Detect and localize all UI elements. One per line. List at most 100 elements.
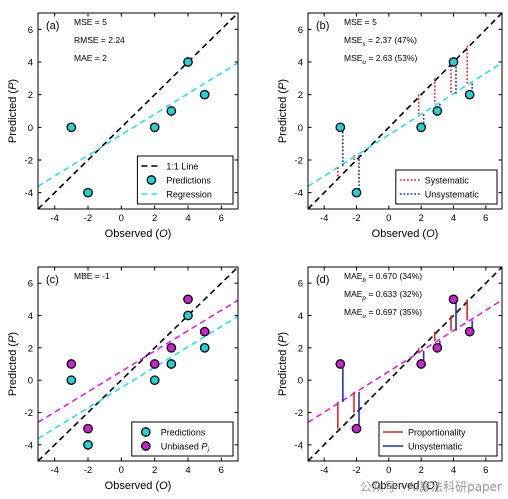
x-tick-label: 6	[483, 465, 488, 476]
x-tick-label: 0	[386, 465, 391, 476]
y-tick-label: 4	[28, 58, 33, 69]
chart-panel-4: -4 -2 0 2 4 6 -4 -2 0 2 4 6 Observed (O) Predicted (P…	[277, 266, 503, 492]
data-point	[83, 423, 93, 434]
x-tick-label: 6	[483, 213, 488, 224]
chart-panel-2: -4 -2 0 2 4 6 -4 -2 0 2 4 6 Observed (O) Predicted (P…	[277, 12, 503, 240]
legend-box	[131, 421, 234, 457]
x-tick-label: 2	[419, 465, 424, 476]
x-tick-label: 2	[419, 213, 424, 224]
y-tick-label: 6	[298, 25, 303, 36]
x-tick-label: 2	[152, 213, 157, 224]
data-point	[166, 342, 177, 353]
legend-marker	[140, 441, 151, 451]
data-point	[66, 122, 77, 133]
y-tick-label: 4	[298, 58, 303, 69]
x-tick-label: -2	[352, 213, 360, 224]
y-tick-label: -2	[295, 156, 303, 167]
stats-text: MSEu = 2.63 (53%)	[344, 53, 417, 66]
data-point	[183, 310, 193, 321]
data-point	[66, 359, 77, 369]
y-axis-label: Predicted (P)	[7, 332, 19, 396]
x-tick-label: -4	[320, 213, 328, 224]
x-tick-label: -4	[50, 465, 58, 476]
y-tick-label: -2	[295, 408, 303, 419]
stats-text: MAEb = 0.670 (34%)	[344, 271, 422, 284]
data-point	[166, 106, 177, 116]
y-tick-label: 0	[28, 123, 33, 134]
data-point	[199, 89, 210, 100]
x-tick-label: 4	[185, 213, 190, 224]
chart-panel-3: -4 -2 0 2 4 6 -4 -2 0 2 4 6 Observed (O) Predicted (P…	[7, 266, 239, 492]
x-tick-label: 0	[386, 213, 391, 224]
legend-label: Systematic	[425, 176, 470, 186]
x-tick-label: 0	[119, 465, 124, 476]
y-tick-label: -2	[25, 408, 33, 419]
x-axis-label: Observed (O)	[372, 480, 439, 492]
legend-label: 1:1 Line	[166, 162, 198, 172]
series-line-1	[38, 13, 238, 209]
data-point	[199, 326, 210, 337]
data-point	[66, 375, 77, 386]
axes-frame	[37, 266, 239, 462]
y-tick-label: 6	[28, 279, 33, 290]
data-point	[83, 187, 93, 198]
x-axis-label: Observed (O)	[372, 228, 439, 240]
y-tick-label: 0	[28, 376, 33, 387]
y-tick-label: 2	[298, 343, 303, 354]
y-tick-label: -4	[25, 440, 33, 451]
data-point	[432, 342, 443, 353]
legend-box	[378, 421, 498, 457]
x-tick-label: -2	[84, 465, 92, 476]
y-axis-label: Predicted (P)	[277, 79, 289, 143]
x-tick-label: -2	[84, 213, 92, 224]
series-line-1	[308, 13, 502, 209]
panel-label: (a)	[46, 20, 59, 32]
stats-text: MSE = 5	[74, 17, 107, 27]
legend-box	[395, 169, 498, 205]
legend-label: Unbiased Pi	[161, 442, 210, 455]
legend-label: Predictions	[161, 428, 206, 438]
data-point	[149, 375, 160, 386]
x-tick-label: -4	[320, 465, 328, 476]
legend-marker	[140, 427, 151, 437]
stats-text: MBE = -1	[74, 271, 110, 281]
data-point	[416, 122, 427, 133]
data-point	[335, 122, 346, 133]
stats-text: RMSE = 2.24	[74, 35, 125, 45]
x-tick-label: 4	[451, 213, 456, 224]
series-line-1	[308, 267, 502, 461]
data-point	[464, 89, 475, 100]
series-line-2	[308, 62, 502, 187]
plot-area	[308, 13, 502, 209]
data-point	[149, 359, 160, 369]
y-tick-label: 2	[28, 90, 33, 101]
series-line-1	[38, 267, 238, 461]
y-tick-label: 4	[28, 311, 33, 322]
y-tick-label: 0	[298, 376, 303, 387]
series-line-2	[38, 62, 238, 187]
chart-panel-1: -4 -2 0 2 4 6 -4 -2 0 2 4 6 Observed (O) Predicted (P…	[7, 12, 239, 240]
legend-label: Regression	[166, 190, 212, 200]
stats-text: MSE = 5	[344, 17, 377, 27]
axes-frame	[307, 266, 503, 462]
stats-text: MSEs = 2.37 (47%)	[344, 35, 417, 48]
panel-label: (d)	[316, 274, 329, 286]
stats-text: MAE = 2	[74, 53, 107, 63]
x-tick-label: 6	[219, 465, 224, 476]
data-point	[183, 57, 193, 67]
data-point	[335, 359, 346, 369]
x-tick-label: -4	[50, 213, 58, 224]
x-tick-label: 0	[119, 213, 124, 224]
data-point	[83, 439, 93, 450]
legend-label: Proportionality	[408, 428, 466, 438]
y-tick-label: 6	[298, 279, 303, 290]
x-axis-label: Observed (O)	[105, 228, 172, 240]
legend-marker	[146, 175, 157, 185]
legend-label: Unsystematic	[408, 442, 463, 452]
data-point	[199, 342, 210, 353]
data-point	[448, 57, 459, 67]
legend-label: Unsystematic	[425, 190, 480, 200]
x-tick-label: 4	[185, 465, 190, 476]
x-tick-label: 2	[152, 465, 157, 476]
series-line-2	[308, 299, 502, 424]
